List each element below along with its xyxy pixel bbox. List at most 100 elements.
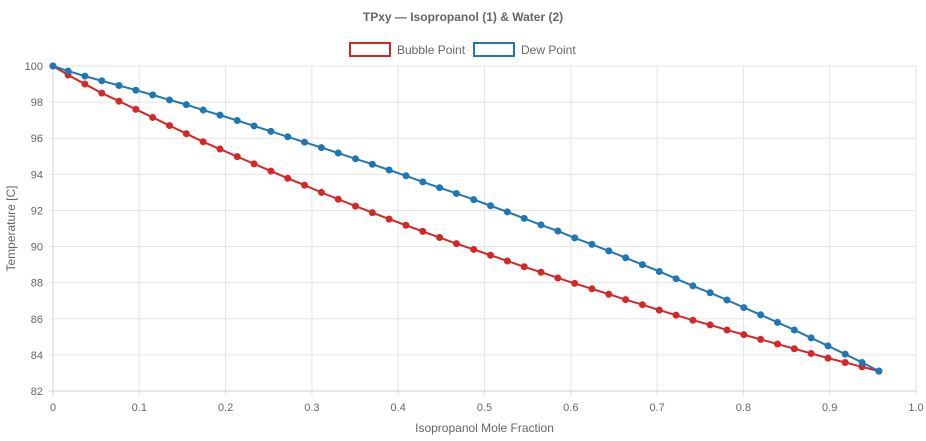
dew-point-point[interactable] xyxy=(317,144,325,152)
bubble-point-point[interactable] xyxy=(301,181,309,189)
legend-item-bubble-point[interactable]: Bubble Point xyxy=(349,42,466,57)
bubble-point-point[interactable] xyxy=(638,301,646,309)
bubble-point-point[interactable] xyxy=(554,274,562,282)
bubble-point-point[interactable] xyxy=(267,167,275,175)
bubble-point-point[interactable] xyxy=(149,113,157,121)
dew-point-point[interactable] xyxy=(334,149,342,157)
dew-point-point[interactable] xyxy=(773,318,781,326)
bubble-point-point[interactable] xyxy=(115,97,123,105)
dew-point-point[interactable] xyxy=(520,214,528,222)
dew-point-point[interactable] xyxy=(199,106,207,114)
bubble-point-point[interactable] xyxy=(537,268,545,276)
dew-point-point[interactable] xyxy=(723,296,731,304)
bubble-point-point[interactable] xyxy=(368,209,376,217)
bubble-point-point[interactable] xyxy=(250,160,258,168)
dew-point-point[interactable] xyxy=(115,82,123,89)
dew-point-point[interactable] xyxy=(301,138,309,146)
bubble-point-point[interactable] xyxy=(233,153,241,161)
dew-point-point[interactable] xyxy=(638,261,646,269)
bubble-point-point[interactable] xyxy=(182,130,190,138)
bubble-point-point[interactable] xyxy=(166,122,174,130)
bubble-point-point[interactable] xyxy=(841,358,849,366)
bubble-point-point[interactable] xyxy=(588,285,596,293)
bubble-point-point[interactable] xyxy=(757,335,765,343)
dew-point-point[interactable] xyxy=(436,184,444,192)
dew-point-point[interactable] xyxy=(824,342,832,350)
dew-point-point[interactable] xyxy=(655,267,663,275)
bubble-point-point[interactable] xyxy=(520,263,528,271)
dew-point-point[interactable] xyxy=(757,311,765,319)
bubble-point-point[interactable] xyxy=(317,188,325,196)
bubble-point-point[interactable] xyxy=(571,279,579,287)
dew-point-point[interactable] xyxy=(284,133,292,141)
bubble-point-point[interactable] xyxy=(622,296,630,304)
dew-point-point[interactable] xyxy=(81,72,89,80)
dew-point-point[interactable] xyxy=(470,196,478,204)
dew-point-point[interactable] xyxy=(807,334,815,342)
bubble-point-point[interactable] xyxy=(436,234,444,242)
dew-point-point[interactable] xyxy=(182,101,190,109)
legend-item-dew-point[interactable]: Dew Point xyxy=(473,42,576,57)
bubble-point-point[interactable] xyxy=(452,240,460,248)
dew-point-point[interactable] xyxy=(571,234,579,242)
bubble-point-point[interactable] xyxy=(740,331,748,339)
dew-point-point[interactable] xyxy=(487,202,495,210)
bubble-point-point[interactable] xyxy=(470,245,478,253)
dew-point-point[interactable] xyxy=(588,240,596,248)
bubble-point-point[interactable] xyxy=(402,221,410,229)
bubble-point-point[interactable] xyxy=(385,215,393,223)
dew-point-point[interactable] xyxy=(64,67,72,75)
dew-point-point[interactable] xyxy=(689,282,697,290)
dew-point-point[interactable] xyxy=(132,86,140,94)
dew-point-point[interactable] xyxy=(216,111,224,119)
bubble-point-point[interactable] xyxy=(419,227,427,235)
dew-point-point[interactable] xyxy=(841,350,849,358)
dew-point-point[interactable] xyxy=(858,358,866,366)
bubble-point-point[interactable] xyxy=(351,202,359,210)
dew-point-point[interactable] xyxy=(537,221,545,229)
bubble-point-point[interactable] xyxy=(790,345,798,353)
bubble-point-point[interactable] xyxy=(334,195,342,203)
bubble-point-point[interactable] xyxy=(655,306,663,314)
dew-point-point[interactable] xyxy=(706,289,714,297)
dew-point-point[interactable] xyxy=(166,96,174,104)
bubble-point-point[interactable] xyxy=(199,138,207,146)
bubble-point-point[interactable] xyxy=(98,89,106,97)
bubble-point-point[interactable] xyxy=(132,105,140,113)
dew-point-point[interactable] xyxy=(452,189,460,197)
dew-point-point[interactable] xyxy=(622,254,630,262)
dew-point-point[interactable] xyxy=(503,208,511,216)
bubble-point-point[interactable] xyxy=(503,257,511,265)
dew-point-point[interactable] xyxy=(402,172,410,180)
dew-point-point[interactable] xyxy=(740,304,748,312)
bubble-point-point[interactable] xyxy=(605,290,613,298)
bubble-point-point[interactable] xyxy=(81,80,89,88)
dew-point-point[interactable] xyxy=(49,62,57,70)
bubble-point-point[interactable] xyxy=(824,354,832,362)
dew-point-point[interactable] xyxy=(250,122,258,130)
legend: Bubble Point Dew Point xyxy=(349,42,576,57)
bubble-point-point[interactable] xyxy=(216,145,224,153)
bubble-point-point[interactable] xyxy=(706,321,714,329)
bubble-point-point[interactable] xyxy=(284,174,292,182)
dew-point-point[interactable] xyxy=(149,91,157,99)
dew-point-point[interactable] xyxy=(554,227,562,235)
dew-point-point[interactable] xyxy=(267,127,275,135)
dew-point-point[interactable] xyxy=(790,326,798,334)
bubble-point-point[interactable] xyxy=(773,340,781,348)
x-axis-ticks: 0 0.1 0.2 0.3 0.4 0.5 0.6 0.7 0.8 0.9 1.0 xyxy=(50,402,924,414)
dew-point-point[interactable] xyxy=(98,77,106,85)
dew-point-point[interactable] xyxy=(233,117,241,125)
bubble-point-point[interactable] xyxy=(672,311,680,319)
dew-point-point[interactable] xyxy=(672,275,680,283)
bubble-point-point[interactable] xyxy=(807,349,815,357)
dew-point-point[interactable] xyxy=(419,178,427,186)
bubble-point-point[interactable] xyxy=(723,326,731,334)
dew-point-point[interactable] xyxy=(875,367,883,375)
dew-point-point[interactable] xyxy=(351,155,359,163)
dew-point-point[interactable] xyxy=(368,160,376,168)
bubble-point-point[interactable] xyxy=(689,316,697,324)
dew-point-point[interactable] xyxy=(605,247,613,255)
dew-point-point[interactable] xyxy=(385,166,393,174)
bubble-point-point[interactable] xyxy=(487,251,495,259)
